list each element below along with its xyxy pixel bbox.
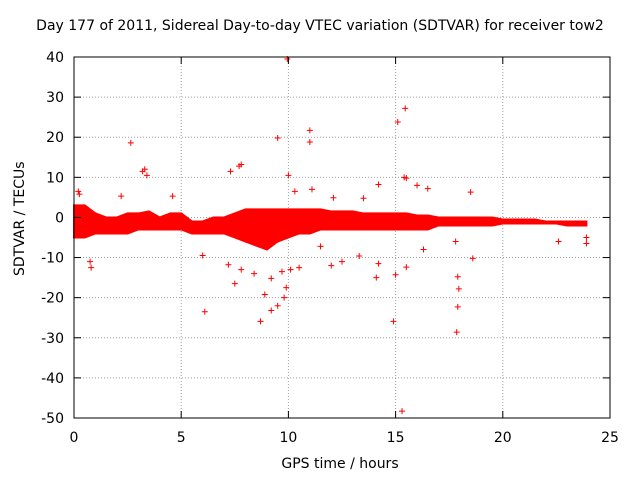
chart-title: Day 177 of 2011, Sidereal Day-to-day VTE… (36, 18, 604, 34)
x-tick-label: 0 (70, 430, 79, 446)
data-point (88, 264, 95, 271)
data-point (339, 258, 345, 265)
data-point (317, 243, 324, 250)
data-point (455, 285, 462, 292)
y-tick-label: 40 (46, 50, 64, 66)
grid-lines (74, 57, 610, 418)
data-point (373, 274, 380, 281)
data-point (330, 194, 337, 201)
data-point (201, 308, 208, 315)
y-axis-label: SDTVAR / TECUs (12, 161, 28, 276)
data-point (420, 246, 427, 253)
data-point (274, 135, 281, 142)
data-point (291, 188, 298, 195)
x-tick-label: 20 (494, 430, 512, 446)
data-point (199, 252, 206, 259)
data-point (231, 280, 238, 287)
data-point (169, 193, 176, 200)
x-tick-label: 10 (279, 430, 297, 446)
data-point (390, 318, 397, 325)
data-point (583, 234, 590, 241)
data-point (227, 168, 234, 175)
data-point (225, 261, 232, 268)
data-point (402, 105, 409, 112)
data-point (424, 185, 431, 192)
data-point (328, 262, 335, 269)
data-point (287, 266, 294, 273)
data-point (268, 275, 275, 282)
data-point (454, 303, 461, 310)
x-axis-label: GPS time / hours (281, 456, 399, 472)
axis-ticks (73, 56, 611, 419)
y-tick-label: -10 (41, 251, 64, 267)
data-point (251, 270, 258, 277)
data-points (75, 56, 590, 415)
data-point (127, 139, 134, 146)
data-point (399, 408, 406, 415)
y-tick-label: -30 (41, 331, 64, 347)
data-point (281, 294, 288, 301)
data-point (403, 264, 410, 271)
data-point (238, 266, 245, 273)
data-point (403, 175, 410, 182)
data-band (73, 204, 588, 251)
data-point (306, 127, 313, 134)
y-tick-label: 10 (46, 170, 64, 186)
data-point (469, 255, 476, 262)
data-point (285, 172, 292, 179)
data-point (555, 238, 562, 245)
data-point (87, 258, 94, 265)
y-tick-label: -50 (41, 411, 64, 427)
data-point (360, 195, 367, 202)
data-point (375, 181, 382, 188)
data-point (394, 118, 401, 125)
data-point (356, 252, 363, 259)
data-point (308, 186, 315, 193)
y-tick-label: -40 (41, 371, 64, 387)
data-point (375, 260, 382, 267)
sdtvar-band (73, 204, 588, 251)
data-point (268, 307, 275, 314)
data-point (261, 291, 268, 298)
data-point (583, 240, 590, 247)
data-point (454, 273, 461, 280)
data-point (118, 193, 125, 200)
x-tick-label: 15 (387, 430, 405, 446)
data-point (392, 271, 399, 278)
data-point (238, 161, 245, 168)
y-tick-label: 20 (46, 130, 64, 146)
data-point (453, 329, 460, 336)
data-point (452, 238, 459, 245)
tick-labels: 0 5 10 15 20 25 40 30 20 10 0 -10 -20 -30 -40 -50 (41, 50, 619, 446)
data-point (296, 264, 303, 271)
data-point (278, 268, 285, 275)
x-tick-label: 25 (601, 430, 619, 446)
data-point (257, 318, 264, 325)
data-point (274, 302, 281, 309)
plot-frame (73, 56, 611, 419)
data-point (75, 188, 82, 195)
data-point (283, 284, 290, 291)
data-point (143, 172, 150, 179)
data-point (141, 166, 148, 173)
data-point (76, 191, 83, 198)
data-point (306, 139, 313, 146)
y-tick-label: 0 (55, 210, 64, 226)
data-point (414, 182, 421, 189)
y-tick-label: -20 (41, 291, 64, 307)
x-tick-label: 5 (177, 430, 186, 446)
data-point (467, 189, 474, 196)
y-tick-label: 30 (46, 90, 64, 106)
